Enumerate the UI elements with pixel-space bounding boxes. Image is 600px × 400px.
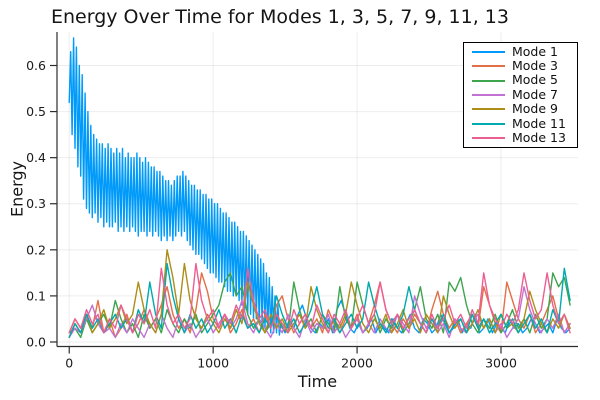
legend-label: Mode 1 <box>512 43 558 59</box>
legend-color-line <box>472 122 505 125</box>
series-line-mode-11 <box>68 262 571 339</box>
x-tick-label: 2000 <box>341 356 373 371</box>
legend-label: Mode 5 <box>512 72 558 88</box>
legend-color-line <box>472 108 505 111</box>
chart-title: Energy Over Time for Modes 1, 3, 5, 7, 9… <box>51 6 509 28</box>
series-line-mode-1 <box>68 37 571 336</box>
y-tick-label: 0.4 <box>26 150 46 165</box>
legend-color-line <box>472 137 505 140</box>
legend-entry-mode-5: Mode 5 <box>464 74 577 87</box>
legend-entry-mode-1: Mode 1 <box>464 45 577 58</box>
legend-label: Mode 7 <box>512 86 558 102</box>
x-tick-label: 1000 <box>197 356 229 371</box>
y-tick-label: 0.2 <box>26 242 46 257</box>
x-tick-label: 3000 <box>485 356 517 371</box>
y-tick-label: 0.1 <box>26 288 46 303</box>
y-tick-label: 0.3 <box>26 196 46 211</box>
legend-entry-mode-13: Mode 13 <box>464 129 577 145</box>
legend-entry-mode-11: Mode 11 <box>464 117 577 130</box>
legend-label: Mode 3 <box>512 58 558 73</box>
legend-label: Mode 13 <box>512 129 566 145</box>
legend: Mode 1 Mode 3 Mode 5 Mode 7 Mode 9 Mode 11 Mod… <box>463 42 578 148</box>
legend-color-line <box>472 79 505 82</box>
legend-entry-mode-9: Mode 9 <box>464 103 577 116</box>
series-line-mode-9 <box>68 249 571 334</box>
legend-label: Mode 11 <box>512 115 566 131</box>
y-tick-label: 0.6 <box>26 58 46 73</box>
y-tick-label: 0.0 <box>26 334 46 349</box>
y-tick-label: 0.5 <box>26 104 46 119</box>
series-line-mode-13 <box>68 262 571 334</box>
legend-color-line <box>472 50 505 53</box>
legend-label: Mode 9 <box>512 101 558 117</box>
legend-color-line <box>472 94 505 96</box>
x-tick-label: 0 <box>65 356 73 371</box>
legend-entry-mode-7: Mode 7 <box>464 86 577 102</box>
x-axis-label: Time <box>297 372 338 391</box>
y-axis-label: Energy <box>7 160 27 218</box>
legend-color-line <box>472 65 505 68</box>
legend-entry-mode-3: Mode 3 <box>464 58 577 73</box>
